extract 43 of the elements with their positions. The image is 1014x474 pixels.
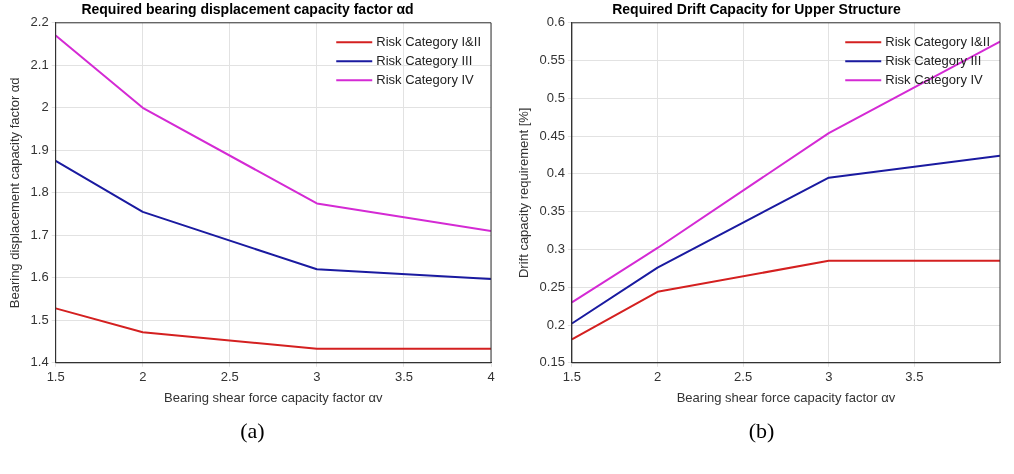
x-tick-label: 3 — [313, 369, 321, 385]
y-tick-label: 0.5 — [546, 89, 565, 105]
x-tick-label: 2.5 — [220, 369, 239, 385]
y-tick-label: 2.2 — [30, 14, 49, 30]
y-tick-label: 0.6 — [546, 14, 565, 30]
x-tick-label: 3.5 — [905, 369, 924, 385]
y-tick-label: 1.8 — [30, 184, 49, 200]
y-axis-title: Drift capacity requirement [%] — [516, 107, 532, 279]
legend-label: Risk Category I&II — [376, 33, 482, 49]
legend-label: Risk Category III — [885, 52, 982, 68]
y-tick-label: 2.1 — [30, 56, 49, 72]
text: (b) — [747, 418, 776, 444]
x-tick-label: 1.5 — [46, 369, 65, 385]
y-tick-label: 1.9 — [30, 141, 49, 157]
y-tick-label: 0.3 — [546, 241, 565, 257]
y-tick-label: 1.5 — [30, 311, 49, 327]
y-tick-label: 2 — [41, 99, 49, 115]
y-tick-label: 0.55 — [539, 52, 565, 68]
y-tick-label: 1.7 — [30, 226, 49, 242]
y-tick-label: 1.4 — [30, 354, 49, 370]
y-tick-label: 0.45 — [539, 127, 565, 143]
legend-label: Risk Category III — [376, 52, 473, 68]
y-tick-label: 0.2 — [546, 316, 565, 332]
chart-title: Required bearing displacement capacity factor αd — [81, 1, 414, 18]
chart-title: Required Drift Capacity for Upper Structure — [612, 1, 902, 18]
x-tick-label: 2 — [139, 369, 147, 385]
legend-label: Risk Category I&II — [885, 33, 991, 49]
x-tick-label: 2.5 — [734, 369, 753, 385]
x-axis-title: Bearing shear force capacity factor αv — [676, 389, 896, 405]
x-tick-label: 3 — [825, 369, 833, 385]
x-tick-label: 1.5 — [562, 369, 581, 385]
y-tick-label: 0.4 — [546, 165, 565, 181]
legend-label: Risk Category IV — [376, 71, 475, 87]
x-tick-label: 3.5 — [394, 369, 413, 385]
y-tick-label: 0.35 — [539, 203, 565, 219]
y-tick-label: 0.15 — [539, 354, 565, 370]
y-tick-label: 0.25 — [539, 278, 565, 294]
text: (a) — [239, 418, 266, 444]
y-tick-label: 1.6 — [30, 269, 49, 285]
y-axis-title: Bearing displacement capacity factor αd — [7, 77, 23, 309]
x-axis-title: Bearing shear force capacity factor αv — [164, 389, 384, 405]
x-tick-label: 4 — [487, 369, 495, 385]
x-tick-label: 2 — [653, 369, 662, 385]
